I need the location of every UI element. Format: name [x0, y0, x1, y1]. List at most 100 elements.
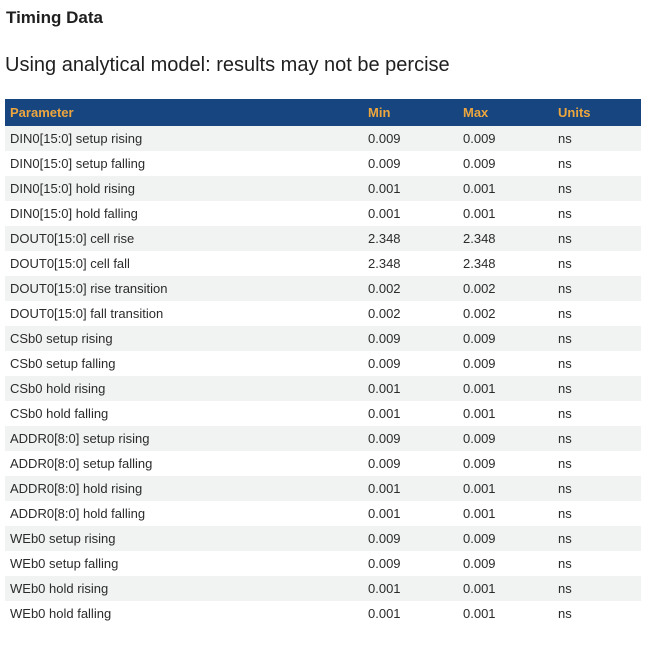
cell-max: 0.009 — [463, 356, 496, 371]
cell-units: ns — [558, 206, 572, 221]
cell-units: ns — [558, 481, 572, 496]
timing-table: Parameter Min Max Units DIN0[15:0] setup… — [5, 99, 641, 626]
cell-min: 0.009 — [368, 131, 401, 146]
column-header-max: Max — [463, 105, 489, 120]
table-row: WEb0 hold rising 0.001 0.001 ns — [5, 576, 641, 601]
table-row: CSb0 hold falling 0.001 0.001 ns — [5, 401, 641, 426]
cell-min: 0.001 — [368, 381, 401, 396]
cell-max: 0.001 — [463, 506, 496, 521]
cell-min: 0.009 — [368, 556, 401, 571]
table-row: DIN0[15:0] setup falling 0.009 0.009 ns — [5, 151, 641, 176]
cell-max: 0.001 — [463, 406, 496, 421]
cell-min: 0.001 — [368, 181, 401, 196]
cell-units: ns — [558, 381, 572, 396]
table-row: DOUT0[15:0] rise transition 0.002 0.002 ns — [5, 276, 641, 301]
cell-max: 0.001 — [463, 206, 496, 221]
table-row: WEb0 hold falling 0.001 0.001 ns — [5, 601, 641, 626]
cell-units: ns — [558, 556, 572, 571]
cell-units: ns — [558, 431, 572, 446]
cell-min: 2.348 — [368, 231, 401, 246]
cell-parameter: WEb0 hold falling — [10, 606, 112, 621]
cell-parameter: DIN0[15:0] hold falling — [10, 206, 138, 221]
cell-max: 0.009 — [463, 556, 496, 571]
cell-min: 0.009 — [368, 431, 401, 446]
table-row: DIN0[15:0] hold rising 0.001 0.001 ns — [5, 176, 641, 201]
cell-units: ns — [558, 356, 572, 371]
cell-parameter: DIN0[15:0] hold rising — [10, 181, 136, 196]
table-header: Parameter Min Max Units — [5, 99, 641, 126]
cell-min: 0.001 — [368, 481, 401, 496]
table-row: CSb0 setup rising 0.009 0.009 ns — [5, 326, 641, 351]
cell-parameter: WEb0 setup falling — [10, 556, 119, 571]
cell-parameter: ADDR0[8:0] setup rising — [10, 431, 150, 446]
table-row: ADDR0[8:0] setup falling 0.009 0.009 ns — [5, 451, 641, 476]
cell-min: 0.009 — [368, 456, 401, 471]
cell-parameter: ADDR0[8:0] hold rising — [10, 481, 143, 496]
cell-max: 0.002 — [463, 281, 496, 296]
cell-parameter: CSb0 hold falling — [10, 406, 109, 421]
cell-max: 0.001 — [463, 606, 496, 621]
table-row: DOUT0[15:0] cell rise 2.348 2.348 ns — [5, 226, 641, 251]
cell-units: ns — [558, 281, 572, 296]
cell-parameter: DOUT0[15:0] fall transition — [10, 306, 164, 321]
cell-min: 0.001 — [368, 206, 401, 221]
page-title: Timing Data — [6, 8, 103, 27]
cell-parameter: DOUT0[15:0] cell rise — [10, 231, 135, 246]
cell-units: ns — [558, 606, 572, 621]
cell-max: 0.001 — [463, 581, 496, 596]
cell-parameter: CSb0 setup rising — [10, 331, 113, 346]
cell-units: ns — [558, 506, 572, 521]
cell-units: ns — [558, 406, 572, 421]
cell-parameter: DIN0[15:0] setup rising — [10, 131, 143, 146]
cell-parameter: DOUT0[15:0] rise transition — [10, 281, 168, 296]
table-row: ADDR0[8:0] hold falling 0.001 0.001 ns — [5, 501, 641, 526]
cell-max: 2.348 — [463, 256, 496, 271]
cell-max: 0.009 — [463, 456, 496, 471]
table-row: DOUT0[15:0] cell fall 2.348 2.348 ns — [5, 251, 641, 276]
cell-parameter: WEb0 setup rising — [10, 531, 116, 546]
cell-max: 0.009 — [463, 431, 496, 446]
cell-units: ns — [558, 156, 572, 171]
cell-max: 0.009 — [463, 156, 496, 171]
cell-max: 0.009 — [463, 331, 496, 346]
cell-min: 0.009 — [368, 356, 401, 371]
cell-units: ns — [558, 181, 572, 196]
cell-parameter: CSb0 hold rising — [10, 381, 106, 396]
column-header-min: Min — [368, 105, 391, 120]
cell-min: 0.001 — [368, 606, 401, 621]
cell-units: ns — [558, 306, 572, 321]
column-header-units: Units — [558, 105, 591, 120]
cell-min: 0.009 — [368, 331, 401, 346]
cell-parameter: CSb0 setup falling — [10, 356, 116, 371]
cell-units: ns — [558, 456, 572, 471]
table-row: DOUT0[15:0] fall transition 0.002 0.002 ns — [5, 301, 641, 326]
cell-parameter: WEb0 hold rising — [10, 581, 109, 596]
cell-min: 0.009 — [368, 156, 401, 171]
cell-max: 0.001 — [463, 181, 496, 196]
cell-units: ns — [558, 581, 572, 596]
table-row: WEb0 setup rising 0.009 0.009 ns — [5, 526, 641, 551]
cell-min: 0.002 — [368, 306, 401, 321]
cell-max: 0.009 — [463, 131, 496, 146]
cell-units: ns — [558, 531, 572, 546]
cell-units: ns — [558, 331, 572, 346]
column-header-parameter: Parameter — [10, 105, 74, 120]
table-row: CSb0 setup falling 0.009 0.009 ns — [5, 351, 641, 376]
cell-min: 2.348 — [368, 256, 401, 271]
cell-min: 0.001 — [368, 406, 401, 421]
table-row: WEb0 setup falling 0.009 0.009 ns — [5, 551, 641, 576]
table-body: DIN0[15:0] setup rising 0.009 0.009 ns DIN0[… — [5, 126, 641, 626]
cell-units: ns — [558, 131, 572, 146]
cell-max: 2.348 — [463, 231, 496, 246]
cell-min: 0.009 — [368, 531, 401, 546]
cell-units: ns — [558, 256, 572, 271]
cell-max: 0.001 — [463, 481, 496, 496]
cell-min: 0.001 — [368, 581, 401, 596]
table-row: DIN0[15:0] hold falling 0.001 0.001 ns — [5, 201, 641, 226]
cell-min: 0.002 — [368, 281, 401, 296]
page-subtitle: Using analytical model: results may not … — [5, 54, 450, 76]
cell-min: 0.001 — [368, 506, 401, 521]
cell-parameter: DOUT0[15:0] cell fall — [10, 256, 130, 271]
table-row: DIN0[15:0] setup rising 0.009 0.009 ns — [5, 126, 641, 151]
cell-parameter: ADDR0[8:0] hold falling — [10, 506, 146, 521]
